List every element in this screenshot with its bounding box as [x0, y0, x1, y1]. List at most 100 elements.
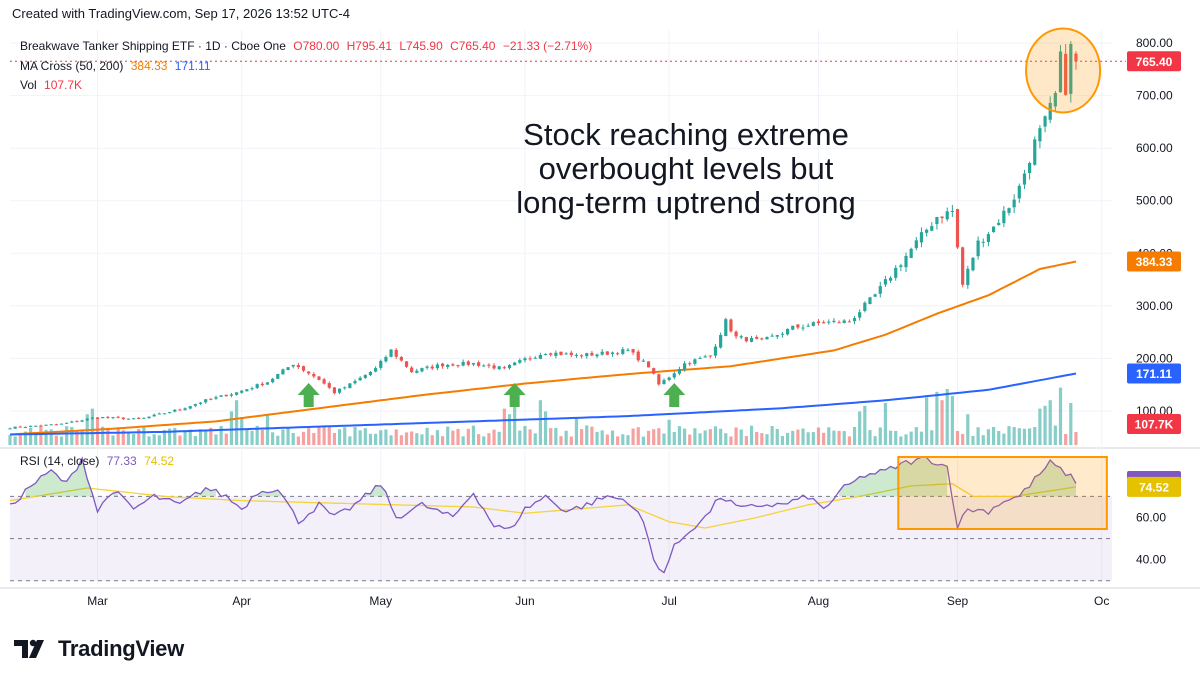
candle-body	[863, 302, 867, 311]
volume-bar	[435, 430, 440, 445]
time-tick-label: Jul	[661, 594, 676, 608]
candle-body	[662, 380, 666, 385]
instrument-title: Breakwave Tanker Shipping ETF · 1D · Cbo…	[20, 39, 286, 53]
volume-bar	[471, 425, 476, 445]
volume-bar	[425, 427, 429, 445]
volume-bar	[585, 425, 589, 445]
volume-bar	[574, 417, 579, 445]
volume-bar	[90, 408, 94, 445]
volume-bar	[1048, 400, 1052, 445]
volume-bar	[518, 430, 522, 445]
candle-body	[240, 390, 244, 393]
volume-bar	[394, 429, 398, 445]
volume-bar	[487, 433, 491, 445]
candle-body	[482, 365, 486, 367]
volume-bar	[528, 429, 532, 445]
volume-bar	[765, 434, 769, 445]
created-with-text: Created with TradingView.com, Sep 17, 20…	[12, 6, 350, 21]
volume-bar	[842, 431, 846, 445]
volume-bar	[991, 426, 996, 445]
candle-body	[837, 322, 841, 324]
volume-bar	[95, 417, 100, 445]
candle-body	[1064, 53, 1068, 95]
candle-body	[518, 360, 522, 363]
candle-body	[183, 408, 187, 411]
candle-body	[1038, 128, 1042, 142]
volume-bar	[121, 430, 125, 445]
volume-bar	[940, 400, 944, 445]
candle-body	[353, 380, 357, 384]
legend-volume-row[interactable]: Vol 107.7K	[20, 78, 82, 92]
tradingview-logo[interactable]: TradingView	[14, 636, 184, 662]
volume-bar	[348, 436, 352, 445]
legend-rsi-row[interactable]: RSI (14, close) 77.33 74.52	[20, 454, 174, 468]
candle-body	[688, 363, 692, 365]
candle-body	[461, 361, 465, 366]
ohlc-high: H795.41	[346, 39, 393, 53]
volume-bar	[863, 405, 867, 445]
candle-body	[384, 357, 388, 362]
volume-bar	[621, 434, 625, 445]
candle-body	[791, 325, 795, 330]
candle-body	[533, 357, 537, 359]
up-arrow-marker	[297, 383, 320, 407]
candle-body	[281, 369, 285, 375]
volume-bar	[914, 427, 918, 445]
candle-body	[760, 338, 764, 340]
candle-body	[770, 335, 774, 337]
volume-bar	[332, 432, 337, 445]
volume-bar	[981, 435, 985, 445]
volume-bar	[888, 430, 893, 445]
price-tick-label: 600.00	[1136, 141, 1173, 155]
volume-bar	[688, 434, 692, 445]
volume-bar	[255, 425, 259, 445]
candle-body	[971, 257, 975, 271]
candle-body	[157, 413, 161, 415]
candle-body	[713, 346, 718, 356]
volume-bar	[610, 430, 615, 445]
candle-body	[507, 364, 512, 369]
candle-body	[271, 378, 275, 383]
candle-body	[523, 358, 527, 361]
volume-bar	[858, 411, 862, 445]
candle-body	[785, 328, 790, 335]
volume-bar	[1002, 433, 1006, 445]
price-axis[interactable]: 100.00200.00300.00400.00500.00600.00700.…	[1127, 36, 1181, 567]
volume-bar	[466, 428, 470, 445]
volume-bar	[971, 436, 975, 445]
volume-bar	[538, 400, 542, 445]
candle-body	[168, 412, 172, 414]
candle-body	[997, 222, 1001, 225]
candle-body	[137, 417, 141, 419]
highlight-circle	[1025, 27, 1102, 114]
candle-body	[131, 418, 136, 420]
candle-body	[1053, 93, 1057, 107]
candle-body	[605, 351, 609, 355]
volume-bar	[837, 430, 841, 445]
volume-bar	[327, 425, 331, 445]
rsi-label-badge-text: 74.52	[1139, 480, 1169, 494]
volume-bar	[322, 426, 326, 445]
volume-bar	[806, 432, 810, 445]
candle-body	[178, 409, 182, 411]
volume-bar	[234, 400, 239, 445]
legend-instrument-row[interactable]: Breakwave Tanker Shipping ETF · 1D · Cbo…	[20, 39, 592, 53]
volume-bar	[961, 433, 965, 445]
volume-bar	[162, 429, 167, 445]
volume-bar	[950, 396, 954, 445]
volume-bar	[44, 429, 48, 445]
rsi-label-badge-bg	[1127, 476, 1181, 497]
volume-bar	[281, 429, 285, 445]
volume-bar	[384, 429, 388, 445]
candle-body	[399, 357, 403, 361]
legend-ma-row[interactable]: MA Cross (50, 200) 384.33 171.11	[20, 59, 211, 73]
candle-body	[471, 363, 476, 365]
volume-bar	[760, 433, 764, 445]
annotations-overlay	[10, 27, 1126, 530]
candle-body	[1074, 53, 1078, 62]
candle-body	[1069, 44, 1073, 94]
volume-label-badge: 107.7K	[1127, 414, 1181, 434]
volume-bar	[374, 433, 378, 445]
candle-body	[925, 229, 929, 233]
time-axis[interactable]: Mar Apr May Jun Jul Aug Sep Oc	[87, 594, 1109, 608]
